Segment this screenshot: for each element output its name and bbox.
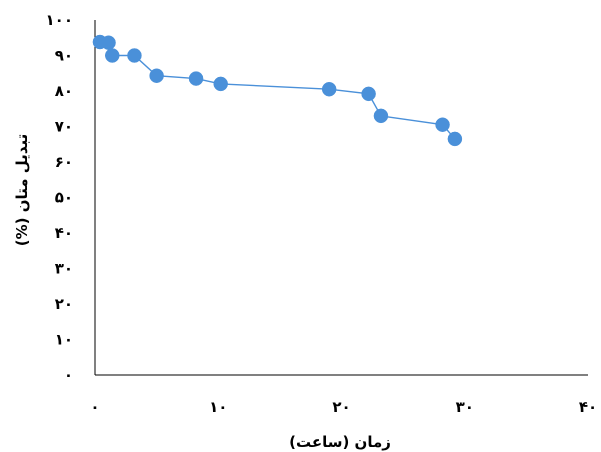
y-tick-label: ۶۰ xyxy=(55,153,73,171)
y-tick-label: ۳۰ xyxy=(55,260,73,278)
x-tick-label: ۰ xyxy=(90,398,99,416)
y-axis-title: تبدیل متان (%) xyxy=(13,134,31,246)
y-tick-label: ۰ xyxy=(64,366,73,384)
data-point xyxy=(213,76,228,92)
data-point xyxy=(361,86,376,102)
tick-labels: ۰ ۱۰ ۲۰ ۳۰ ۴۰ ۵۰ ۶۰ ۷۰ ۸۰ ۹۰ ۱۰۰ ۰ ۱۰ ۲۰ ۳۰ ۴۰ xyxy=(46,11,598,416)
x-tick-label: ۳۰ xyxy=(456,398,474,416)
data-point xyxy=(435,117,450,132)
y-tick-label: ۱۰۰ xyxy=(46,11,73,29)
y-tick-label: ۲۰ xyxy=(55,295,73,313)
data-point xyxy=(447,131,463,147)
data-point xyxy=(188,71,204,86)
data-point xyxy=(149,68,164,83)
data-point xyxy=(321,81,337,97)
y-tick-label: ۴۰ xyxy=(55,224,73,242)
y-tick-label: ۹۰ xyxy=(55,47,73,65)
x-tick-label: ۲۰ xyxy=(332,398,350,416)
y-tick-label: ۸۰ xyxy=(55,82,73,100)
series-line xyxy=(99,41,456,140)
data-point xyxy=(373,108,389,124)
x-axis-title: زمان (ساعت) xyxy=(289,433,391,451)
y-tick-label: ۷۰ xyxy=(55,118,73,136)
series-group xyxy=(92,34,463,147)
data-point xyxy=(101,35,116,50)
x-tick-label: ۴۰ xyxy=(579,398,597,416)
axes xyxy=(94,20,588,376)
x-tick-label: ۱۰ xyxy=(209,398,227,416)
y-tick-label: ۵۰ xyxy=(55,189,73,207)
data-point xyxy=(127,48,142,63)
y-tick-label: ۱۰ xyxy=(55,331,73,349)
data-point xyxy=(105,48,120,63)
